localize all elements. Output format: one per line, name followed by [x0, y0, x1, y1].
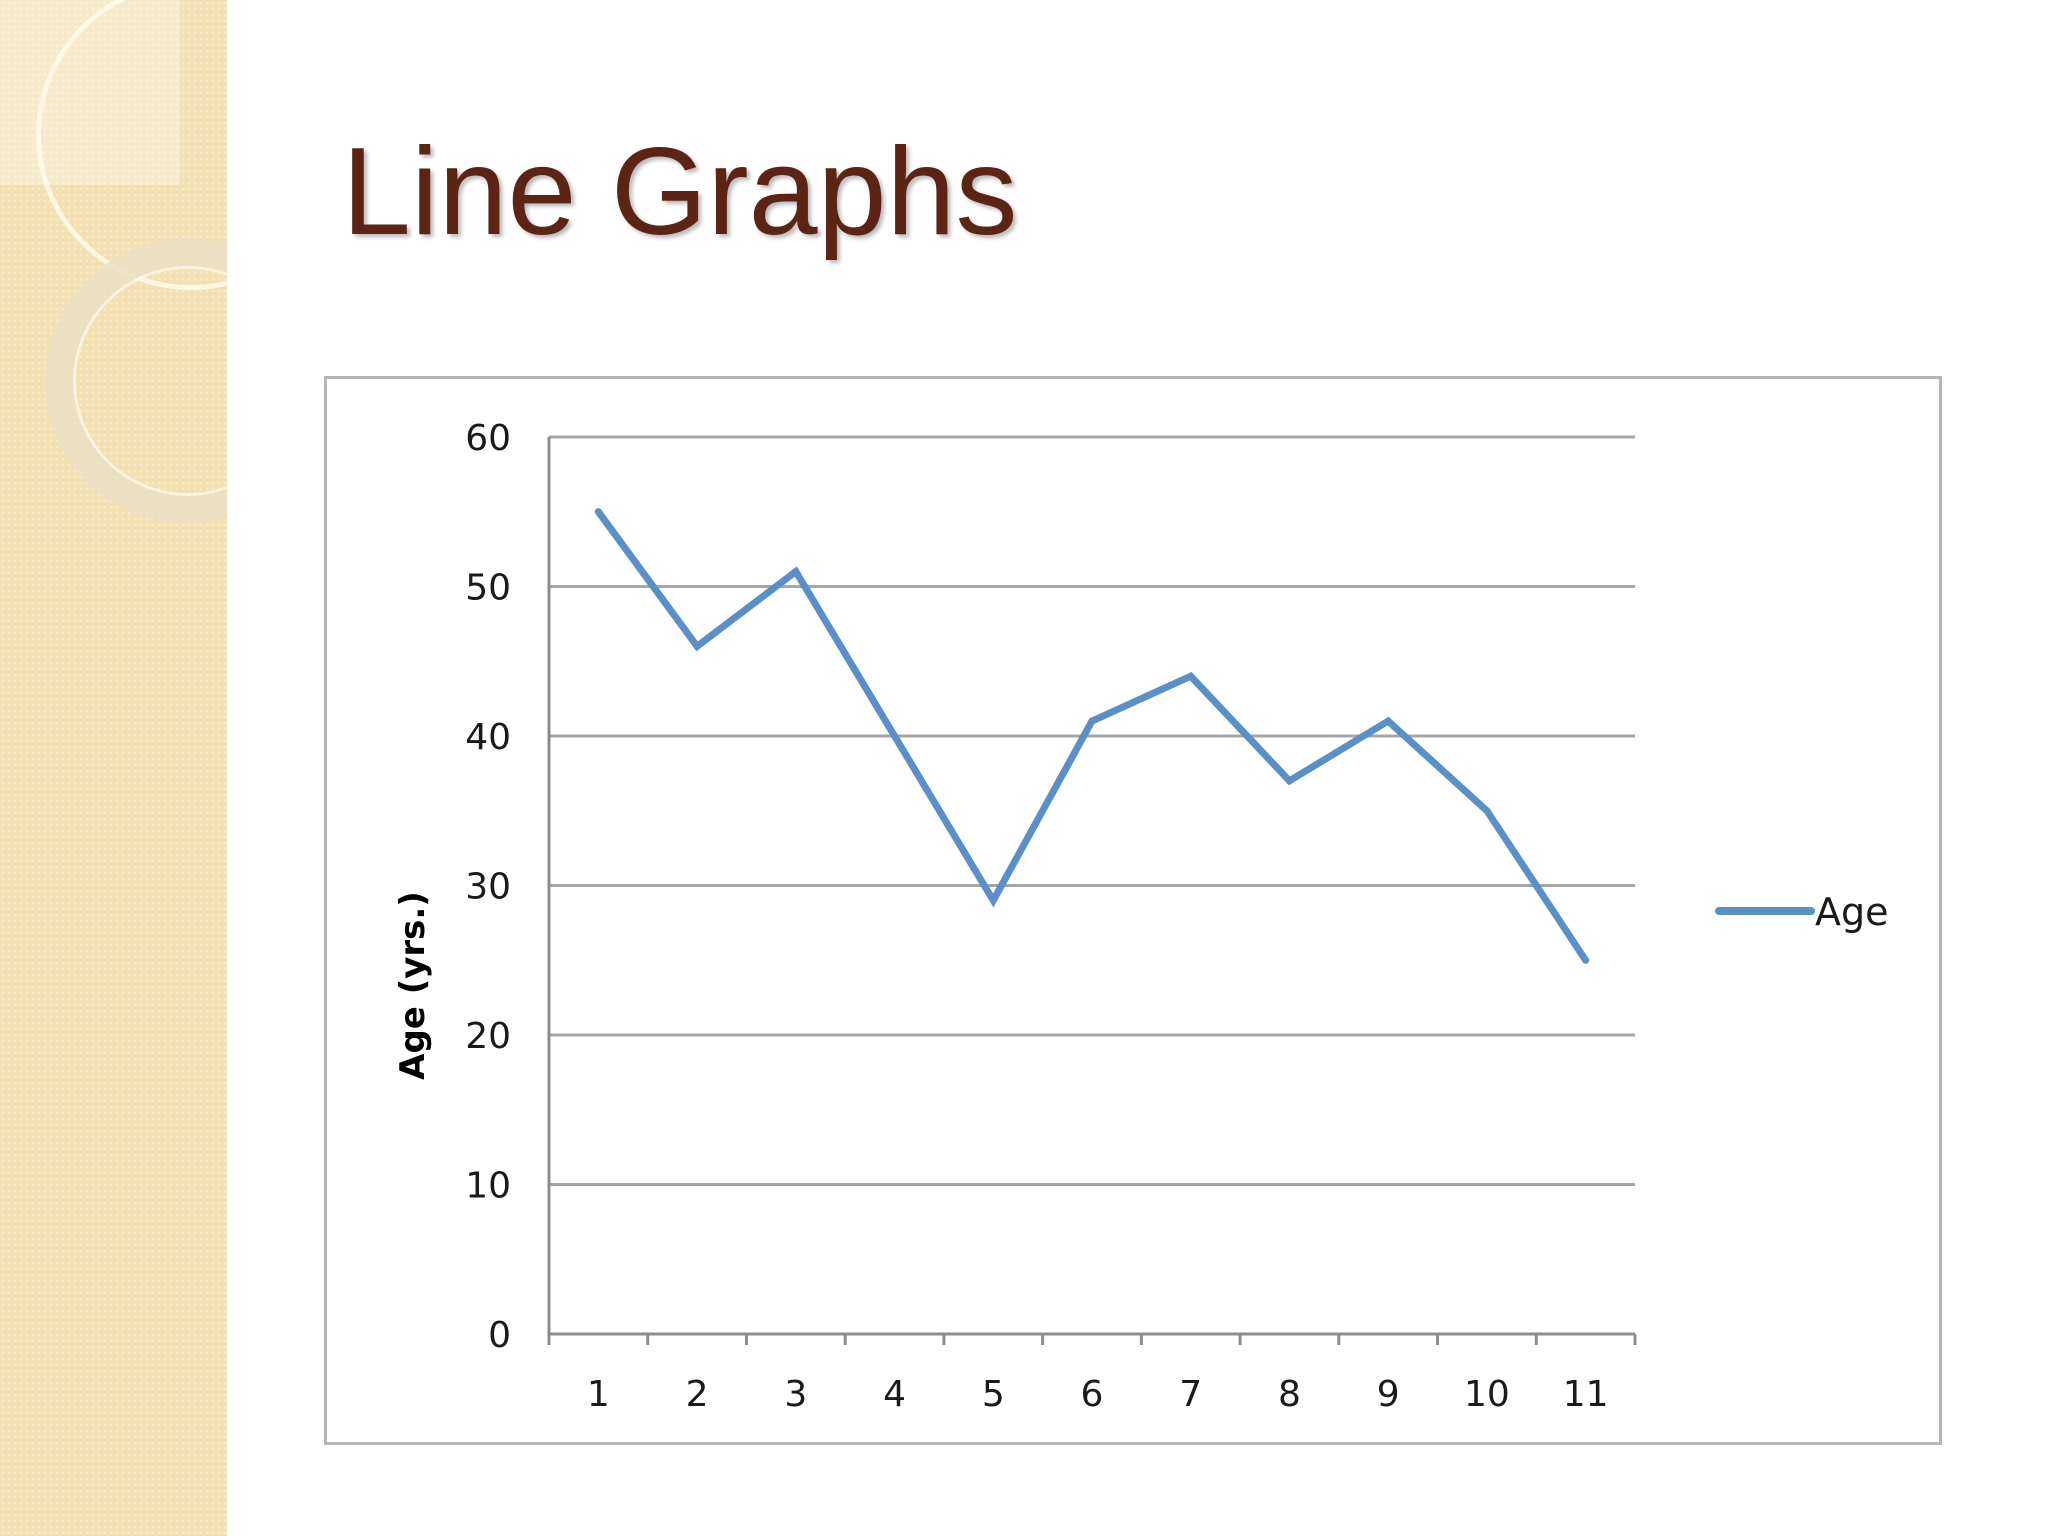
x-tick-label: 3 — [784, 1374, 807, 1415]
slide-title: Line Graphs — [342, 123, 1018, 261]
x-tick-label: 2 — [686, 1374, 709, 1415]
y-tick-labels: 0 10 20 30 40 50 60 — [465, 418, 511, 1356]
chart-frame: 0 10 20 30 40 50 60 1 2 3 4 5 6 7 8 9 10 11 Age (yrs.) A… — [324, 376, 1942, 1445]
gridlines — [549, 435, 1635, 1186]
data-point — [1088, 717, 1096, 725]
y-tick-label: 40 — [465, 717, 511, 758]
x-tick-label: 7 — [1179, 1374, 1202, 1415]
decorative-ring — [45, 238, 227, 524]
data-point — [1187, 672, 1195, 680]
legend-label-age: Age — [1815, 890, 1889, 934]
data-point — [1483, 807, 1491, 815]
series-lines — [594, 508, 1590, 964]
y-tick-label: 30 — [465, 867, 511, 908]
data-point — [594, 508, 602, 516]
x-tick-label: 10 — [1464, 1374, 1510, 1415]
y-axis-title: Age (yrs.) — [393, 891, 433, 1080]
y-tick-label: 0 — [488, 1315, 511, 1356]
legend: Age — [1715, 890, 1889, 934]
x-tick-label: 9 — [1377, 1374, 1400, 1415]
data-point — [1285, 777, 1293, 785]
data-point — [1384, 717, 1392, 725]
x-tick-label: 6 — [1081, 1374, 1104, 1415]
decorative-sidebar — [0, 0, 227, 1536]
x-tick-label: 5 — [982, 1374, 1005, 1415]
line-chart: 0 10 20 30 40 50 60 1 2 3 4 5 6 7 8 9 10 11 Age (yrs.) A… — [393, 418, 1889, 1415]
y-tick-label: 20 — [465, 1016, 511, 1057]
x-tick-label: 11 — [1563, 1374, 1609, 1415]
x-tick-labels: 1 2 3 4 5 6 7 8 9 10 11 — [587, 1374, 1609, 1415]
data-point — [792, 568, 800, 576]
data-point — [693, 642, 701, 650]
x-tick-label: 4 — [883, 1374, 906, 1415]
axes — [547, 437, 1637, 1345]
x-tick-label: 8 — [1278, 1374, 1301, 1415]
x-tick-label: 1 — [587, 1374, 610, 1415]
y-tick-label: 10 — [465, 1166, 511, 1207]
data-point — [989, 896, 997, 904]
y-tick-label: 50 — [465, 568, 511, 609]
data-point — [1582, 956, 1590, 964]
y-tick-label: 60 — [465, 418, 511, 459]
data-point — [891, 732, 899, 740]
